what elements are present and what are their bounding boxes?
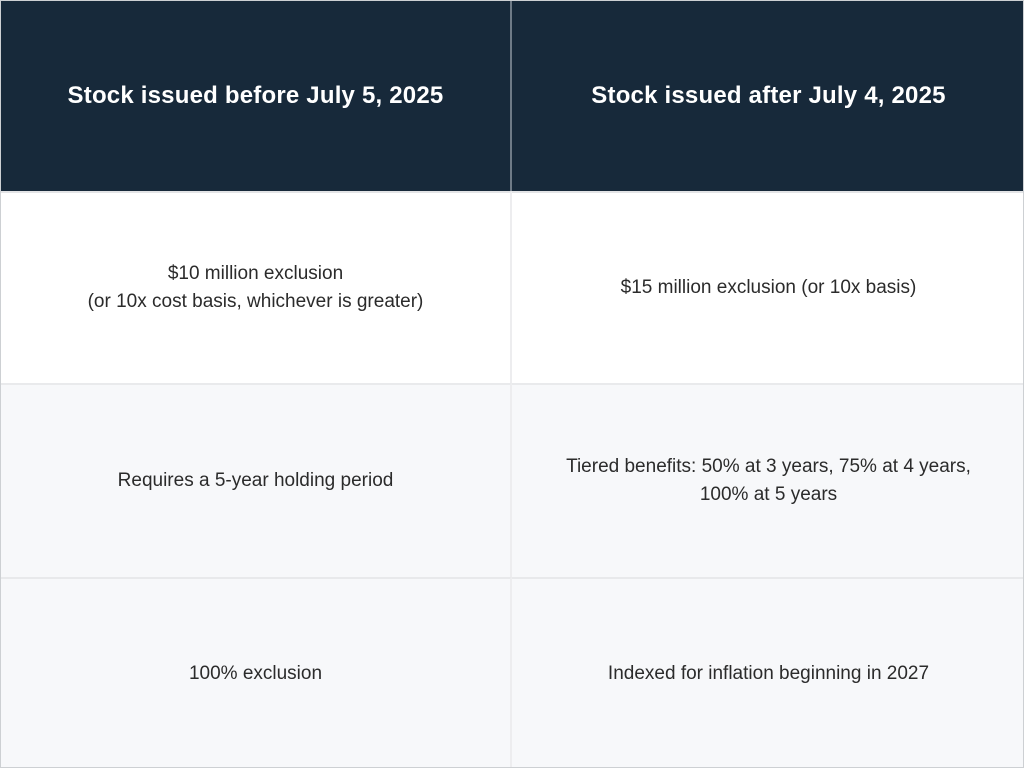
table-cell-exclusion-before: $10 million exclusion (or 10x cost basis… (1, 191, 512, 383)
cell-text: Indexed for inflation beginning in 2027 (607, 663, 930, 685)
header-label-after: Stock issued after July 4, 2025 (591, 82, 946, 109)
cell-text: Requires a 5-year holding period (117, 470, 394, 492)
table-cell-tiered-benefits-after: Tiered benefits: 50% at 3 years, 75% at … (512, 383, 1023, 577)
table-cell-full-exclusion-before: 100% exclusion (1, 577, 512, 767)
cell-text: 100% exclusion (188, 663, 323, 685)
cell-text: $10 million exclusion (or 10x cost basis… (87, 263, 424, 312)
header-cell-stock-before: Stock issued before July 5, 2025 (1, 1, 512, 191)
header-label-before: Stock issued before July 5, 2025 (67, 82, 444, 109)
table-cell-exclusion-after: $15 million exclusion (or 10x basis) (512, 191, 1023, 383)
table-cell-holding-period-before: Requires a 5-year holding period (1, 383, 512, 577)
table-cell-inflation-indexed-after: Indexed for inflation beginning in 2027 (512, 577, 1023, 767)
cell-text: $15 million exclusion (or 10x basis) (620, 277, 917, 299)
header-cell-stock-after: Stock issued after July 4, 2025 (512, 1, 1023, 191)
cell-text: Tiered benefits: 50% at 3 years, 75% at … (566, 456, 971, 505)
